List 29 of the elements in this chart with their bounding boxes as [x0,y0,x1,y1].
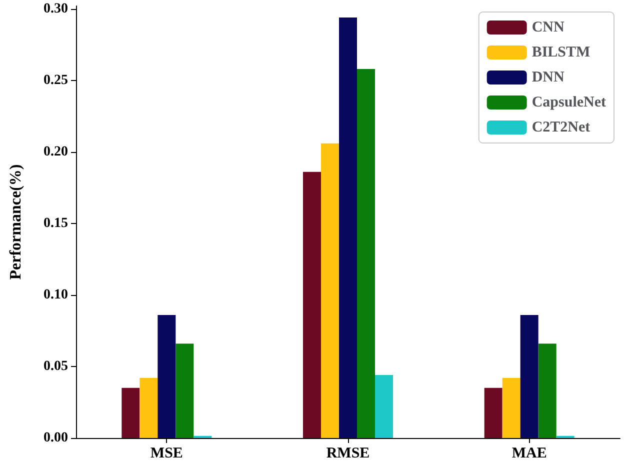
y-tick-label: 0.20 [44,144,68,160]
bar [140,378,158,438]
y-tick-label: 0.15 [44,216,68,231]
bar [176,344,194,438]
bar [321,143,339,438]
bar [375,375,393,438]
y-tick-label: 0.05 [44,358,68,374]
legend-label: DNN [532,70,564,86]
bar [303,172,321,438]
bar [502,378,520,438]
bar [339,17,357,438]
y-tick-label: 0.30 [44,1,68,16]
legend-label: CNN [532,20,564,36]
legend-label: BILSTM [532,44,590,60]
y-tick-label: 0.00 [44,430,68,446]
bar [484,388,502,438]
y-tick-label: 0.10 [44,287,68,302]
bar [520,314,538,438]
bar [538,344,556,438]
bar [122,388,140,438]
legend-label: CapsuleNet [532,94,606,110]
x-tick-label: MAE [512,446,547,462]
bar [158,314,176,438]
legend-label: C2T2Net [532,120,590,136]
x-tick-label: MSE [150,446,183,462]
y-axis-title: Performance(%) [8,164,24,280]
y-tick-label: 0.25 [44,72,68,88]
x-tick-label: RMSE [326,446,370,462]
bar [357,68,375,438]
